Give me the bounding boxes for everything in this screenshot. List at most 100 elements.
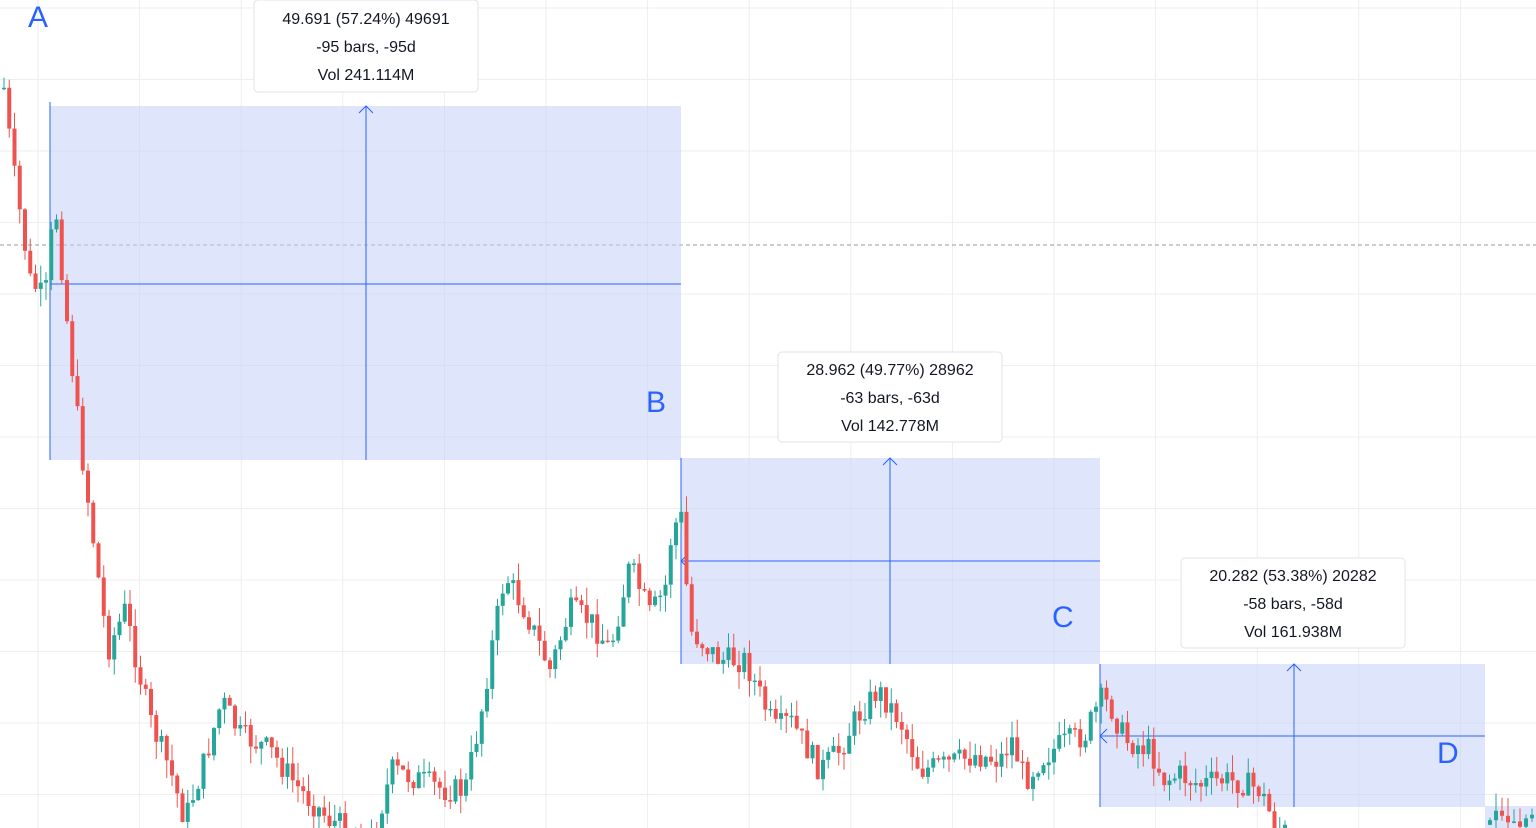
candle-up xyxy=(1036,773,1041,777)
arrow-up-icon xyxy=(882,457,898,466)
candle-up xyxy=(422,771,426,774)
candle-up xyxy=(506,583,510,594)
candle-down xyxy=(448,800,453,802)
candle-down xyxy=(296,780,300,787)
candle-up xyxy=(952,753,957,760)
candle-down xyxy=(695,631,699,645)
candle-down xyxy=(395,759,400,766)
candle-up xyxy=(653,596,657,606)
candle-down xyxy=(306,791,311,806)
candle-up xyxy=(847,735,852,754)
candle-down xyxy=(962,749,967,759)
candle-down xyxy=(1020,761,1025,764)
candle-down xyxy=(516,580,521,606)
candle-down xyxy=(301,786,306,792)
candle-down xyxy=(1115,718,1119,734)
measure-tooltip-c-d: 20.282 (53.38%) 20282 -58 bars, -58d Vol… xyxy=(1180,557,1406,649)
candle-down xyxy=(784,713,789,716)
arrow-up-icon xyxy=(358,105,374,114)
arrow-up-icon xyxy=(1286,663,1302,672)
candle-up xyxy=(1094,706,1098,712)
candle-up xyxy=(201,753,206,789)
candle-down xyxy=(175,775,180,794)
candle-down xyxy=(1267,793,1272,812)
candle-up xyxy=(931,758,936,768)
candle-down xyxy=(1251,772,1256,787)
candle-down xyxy=(994,761,999,767)
candle-down xyxy=(1151,738,1156,769)
candle-up xyxy=(721,659,726,664)
candle-down xyxy=(206,753,211,756)
candle-up xyxy=(626,563,631,598)
point-label-c[interactable]: C xyxy=(1052,601,1074,634)
candle-up xyxy=(1530,814,1534,819)
candle-down xyxy=(637,563,642,589)
candle-up xyxy=(863,719,867,721)
candle-down xyxy=(1130,743,1135,755)
candle-up xyxy=(1246,772,1251,796)
measure-area-partial[interactable] xyxy=(1485,806,1536,828)
candle-up xyxy=(38,282,43,289)
point-label-b[interactable]: B xyxy=(646,386,666,419)
candle-up xyxy=(469,751,474,780)
candle-down xyxy=(1272,811,1277,828)
candle-down xyxy=(75,376,80,407)
candle-up xyxy=(1067,728,1072,734)
candle-down xyxy=(1506,815,1510,823)
candle-down xyxy=(1109,699,1114,719)
candle-down xyxy=(7,87,12,129)
candle-up xyxy=(1167,780,1172,786)
candle-up xyxy=(416,772,421,789)
candle-down xyxy=(542,640,547,661)
tooltip-bars: -63 bars, -63d xyxy=(840,390,940,407)
candle-up xyxy=(674,522,678,546)
candle-down xyxy=(584,605,589,623)
candle-down xyxy=(716,647,720,664)
point-label-d[interactable]: D xyxy=(1437,737,1459,770)
tooltip-volume: Vol 241.114M xyxy=(318,67,415,84)
measure-box-c-d[interactable] xyxy=(1099,663,1485,807)
candle-down xyxy=(17,165,22,210)
candle-down xyxy=(800,728,804,731)
candle-down xyxy=(579,600,584,606)
candle-up xyxy=(185,802,190,822)
candle-down xyxy=(65,280,69,322)
measure-box-a-b[interactable] xyxy=(49,102,681,460)
candle-up xyxy=(1262,793,1266,797)
candle-up xyxy=(779,713,783,719)
candle-down xyxy=(91,502,96,544)
candle-up xyxy=(1524,818,1528,827)
candle-up xyxy=(490,640,495,689)
candle-up xyxy=(479,711,484,744)
candle-up xyxy=(1512,821,1516,823)
candle-up xyxy=(427,771,432,773)
candle-down xyxy=(936,758,941,760)
candle-up xyxy=(768,708,773,711)
candle-down xyxy=(705,648,710,655)
candle-down xyxy=(290,763,295,781)
point-label-a[interactable]: A xyxy=(28,1,48,34)
candle-down xyxy=(684,511,689,585)
candle-down xyxy=(59,219,64,281)
candle-up xyxy=(558,640,563,650)
candle-up xyxy=(852,711,857,736)
candle-up xyxy=(726,647,731,660)
candle-up xyxy=(464,779,468,796)
candle-down xyxy=(1518,821,1522,827)
measure-box-b-c[interactable] xyxy=(680,457,1100,664)
candle-up xyxy=(453,779,458,802)
candle-up xyxy=(532,625,537,630)
candle-up xyxy=(878,687,883,701)
candle-down xyxy=(154,715,159,742)
candle-up xyxy=(1099,687,1104,707)
candle-down xyxy=(1025,761,1030,789)
candle-up xyxy=(285,763,290,777)
candle-up xyxy=(600,640,605,644)
candle-up xyxy=(1031,776,1035,789)
candle-down xyxy=(773,708,778,719)
candle-up xyxy=(789,715,794,718)
candle-up xyxy=(117,621,122,636)
candle-down xyxy=(647,590,652,606)
candle-up xyxy=(926,767,930,777)
